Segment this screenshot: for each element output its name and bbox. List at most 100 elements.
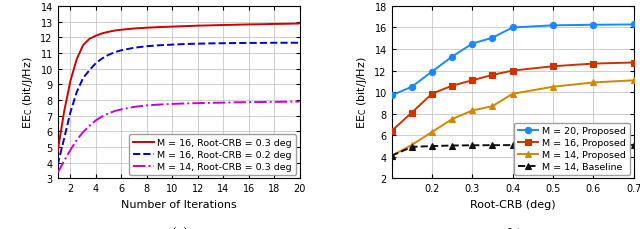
M = 16, Root-CRB = 0.2 deg [73, 91, 81, 94]
M = 16, Root-CRB = 0.2 deg [156, 45, 163, 47]
M = 14, Proposed [549, 86, 557, 89]
M = 14, Root-CRB = 0.3 deg [118, 109, 125, 111]
M = 14, Baseline [448, 144, 456, 147]
M = 14, Root-CRB = 0.3 deg [92, 120, 100, 122]
Line: M = 14, Proposed: M = 14, Proposed [388, 78, 637, 159]
Text: (a): (a) [170, 227, 188, 229]
M = 16, Proposed [388, 130, 396, 133]
M = 14, Root-CRB = 0.3 deg [111, 110, 119, 113]
M = 20, Proposed [630, 24, 637, 27]
M = 16, Root-CRB = 0.2 deg [67, 112, 74, 114]
Line: M = 14, Root-CRB = 0.3 deg: M = 14, Root-CRB = 0.3 deg [58, 102, 300, 173]
M = 16, Root-CRB = 0.2 deg [60, 138, 68, 141]
M = 14, Root-CRB = 0.3 deg [73, 139, 81, 142]
Line: M = 16, Proposed: M = 16, Proposed [388, 60, 637, 134]
M = 16, Root-CRB = 0.3 deg [73, 59, 81, 61]
M = 14, Root-CRB = 0.3 deg [130, 106, 138, 109]
M = 14, Proposed [468, 110, 476, 112]
M = 16, Root-CRB = 0.3 deg [130, 28, 138, 31]
M = 16, Root-CRB = 0.2 deg [105, 54, 113, 57]
M = 14, Root-CRB = 0.3 deg [143, 105, 150, 107]
M = 16, Root-CRB = 0.3 deg [245, 24, 253, 27]
M = 14, Baseline [549, 144, 557, 147]
M = 14, Proposed [630, 79, 637, 82]
M = 20, Proposed [428, 71, 436, 74]
M = 20, Proposed [589, 24, 597, 27]
M = 16, Root-CRB = 0.2 deg [86, 70, 93, 72]
M = 20, Proposed [488, 37, 496, 40]
M = 16, Root-CRB = 0.3 deg [207, 25, 214, 28]
M = 14, Root-CRB = 0.3 deg [168, 103, 176, 106]
M = 14, Root-CRB = 0.3 deg [105, 112, 113, 115]
M = 16, Root-CRB = 0.2 deg [79, 77, 87, 80]
M = 14, Root-CRB = 0.3 deg [270, 101, 278, 104]
M = 16, Root-CRB = 0.3 deg [105, 31, 113, 34]
M = 20, Proposed [468, 43, 476, 46]
M = 14, Proposed [408, 144, 415, 147]
M = 16, Proposed [549, 65, 557, 68]
Text: (b): (b) [504, 227, 522, 229]
M = 14, Root-CRB = 0.3 deg [194, 102, 202, 105]
M = 20, Proposed [549, 25, 557, 27]
M = 16, Root-CRB = 0.3 deg [181, 26, 189, 28]
M = 14, Root-CRB = 0.3 deg [181, 103, 189, 105]
M = 16, Root-CRB = 0.3 deg [86, 38, 93, 41]
M = 14, Baseline [509, 144, 516, 147]
Y-axis label: $\mathrm{EE_C}$ (bit/J/Hz): $\mathrm{EE_C}$ (bit/J/Hz) [355, 57, 369, 129]
Line: M = 16, Root-CRB = 0.2 deg: M = 16, Root-CRB = 0.2 deg [58, 44, 300, 165]
X-axis label: Root-CRB (deg): Root-CRB (deg) [470, 199, 556, 209]
M = 14, Proposed [428, 131, 436, 134]
M = 14, Root-CRB = 0.3 deg [67, 149, 74, 152]
M = 16, Root-CRB = 0.3 deg [194, 25, 202, 28]
M = 16, Root-CRB = 0.2 deg [99, 58, 106, 60]
M = 16, Root-CRB = 0.2 deg [245, 42, 253, 45]
M = 16, Root-CRB = 0.3 deg [296, 23, 303, 26]
M = 14, Root-CRB = 0.3 deg [54, 172, 61, 174]
M = 16, Root-CRB = 0.2 deg [118, 50, 125, 52]
M = 14, Root-CRB = 0.3 deg [257, 101, 265, 104]
M = 14, Baseline [630, 144, 637, 147]
M = 16, Root-CRB = 0.2 deg [181, 44, 189, 46]
M = 16, Root-CRB = 0.3 deg [118, 29, 125, 32]
M = 16, Root-CRB = 0.3 deg [283, 23, 291, 26]
Line: M = 16, Root-CRB = 0.3 deg: M = 16, Root-CRB = 0.3 deg [58, 24, 300, 152]
M = 16, Root-CRB = 0.2 deg [220, 43, 227, 45]
M = 16, Root-CRB = 0.2 deg [143, 46, 150, 48]
M = 20, Proposed [509, 27, 516, 30]
M = 14, Baseline [468, 144, 476, 147]
M = 16, Root-CRB = 0.2 deg [194, 43, 202, 46]
M = 14, Root-CRB = 0.3 deg [79, 131, 87, 134]
M = 20, Proposed [448, 56, 456, 59]
M = 14, Proposed [509, 93, 516, 96]
M = 16, Proposed [468, 79, 476, 82]
M = 14, Proposed [488, 105, 496, 108]
M = 16, Root-CRB = 0.3 deg [60, 112, 68, 114]
M = 16, Root-CRB = 0.2 deg [232, 43, 240, 45]
M = 16, Proposed [509, 70, 516, 73]
M = 16, Root-CRB = 0.3 deg [143, 27, 150, 30]
M = 16, Root-CRB = 0.2 deg [130, 47, 138, 50]
M = 14, Root-CRB = 0.3 deg [86, 125, 93, 128]
M = 14, Root-CRB = 0.3 deg [60, 160, 68, 163]
M = 14, Baseline [428, 145, 436, 148]
M = 14, Root-CRB = 0.3 deg [220, 102, 227, 105]
Line: M = 14, Baseline: M = 14, Baseline [388, 142, 637, 159]
M = 16, Proposed [448, 85, 456, 88]
M = 14, Root-CRB = 0.3 deg [207, 102, 214, 105]
Y-axis label: $\mathrm{EE_C}$ (bit/J/Hz): $\mathrm{EE_C}$ (bit/J/Hz) [21, 57, 35, 129]
M = 16, Root-CRB = 0.2 deg [296, 42, 303, 45]
M = 16, Root-CRB = 0.2 deg [283, 42, 291, 45]
M = 16, Proposed [630, 62, 637, 65]
M = 14, Root-CRB = 0.3 deg [296, 101, 303, 104]
M = 14, Baseline [488, 144, 496, 147]
M = 14, Proposed [448, 118, 456, 121]
M = 16, Proposed [408, 112, 415, 114]
Line: M = 20, Proposed: M = 20, Proposed [388, 22, 637, 99]
M = 16, Proposed [589, 63, 597, 66]
M = 14, Root-CRB = 0.3 deg [99, 116, 106, 118]
M = 14, Baseline [408, 146, 415, 149]
M = 16, Root-CRB = 0.3 deg [220, 25, 227, 27]
M = 14, Root-CRB = 0.3 deg [283, 101, 291, 104]
M = 16, Root-CRB = 0.3 deg [232, 24, 240, 27]
Legend: M = 16, Root-CRB = 0.3 deg, M = 16, Root-CRB = 0.2 deg, M = 14, Root-CRB = 0.3 d: M = 16, Root-CRB = 0.3 deg, M = 16, Root… [129, 135, 296, 175]
